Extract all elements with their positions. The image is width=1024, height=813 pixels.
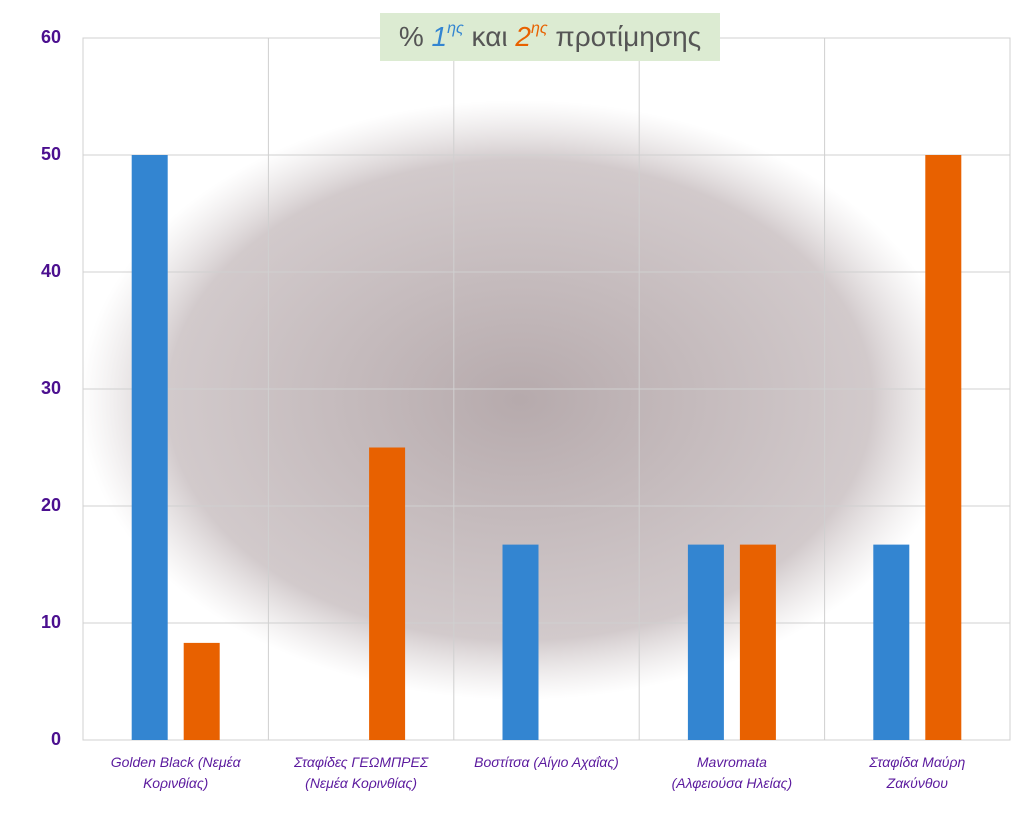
x-tick-label: Σταφίδες ΓΕΩΜΠΡΕΣ (Νεμέα Κορινθίας) [293,754,429,791]
y-tick-label: 60 [41,27,61,47]
bar [739,544,776,740]
bar [131,155,168,740]
y-tick-label: 30 [41,378,61,398]
title-box [380,13,720,61]
x-tick-label: Golden Black (Νεμέα Κορινθίας) [110,754,241,791]
y-tick-label: 10 [41,612,61,632]
title-part: ης [447,20,464,37]
y-tick-label: 0 [51,729,61,749]
x-tick-label: Σταφίδα Μαύρη Ζακύνθου [869,754,966,791]
title-part: 2 [514,21,531,52]
x-tick-label: Mavromata (Αλφειούσα Ηλείας) [671,754,793,791]
chart-title: % 1ης και 2ης προτίμησης [399,11,701,52]
bar [369,447,406,740]
title-part: ης [531,20,548,37]
bar [183,642,220,740]
x-tick-label: Βοστίτσα (Αίγιο Αχαΐας) [474,754,619,770]
title-part: % [399,21,424,52]
bar [687,544,724,740]
title-part: και [472,21,508,52]
bar [925,155,962,740]
y-tick-label: 20 [41,495,61,515]
bar [502,544,539,740]
title-part: προτίμησης [555,21,701,52]
bar [873,544,910,740]
y-tick-label: 50 [41,144,61,164]
title-part: 1 [432,21,448,52]
y-tick-label: 40 [41,261,61,281]
